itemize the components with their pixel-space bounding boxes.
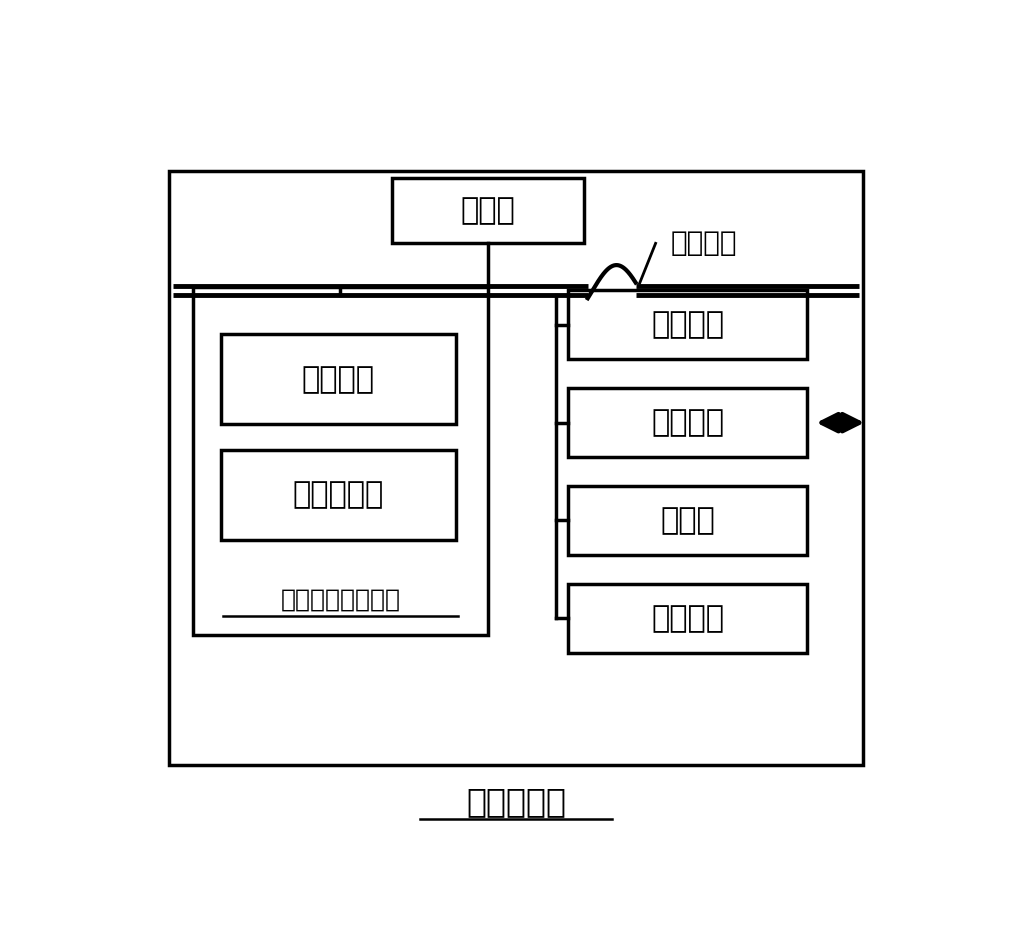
Bar [193,287,488,634]
Bar [568,389,808,457]
Bar [169,171,863,765]
Text: 输入装置: 输入装置 [651,604,724,632]
Text: 非易失性存储介质: 非易失性存储介质 [280,588,401,612]
Text: 计算机程序: 计算机程序 [293,481,384,510]
Bar [220,334,456,424]
Bar [220,450,456,540]
Text: 显示屏: 显示屏 [660,506,715,535]
Text: 内存储器: 内存储器 [651,311,724,340]
Text: 系统总线: 系统总线 [671,230,736,257]
Bar [392,178,584,244]
Text: 操作系统: 操作系统 [302,365,375,393]
Text: 网络接口: 网络接口 [651,408,724,438]
Bar [568,486,808,555]
Text: 计算机设备: 计算机设备 [466,785,565,818]
Text: 处理器: 处理器 [460,197,515,225]
Bar [568,583,808,653]
Bar [568,291,808,359]
